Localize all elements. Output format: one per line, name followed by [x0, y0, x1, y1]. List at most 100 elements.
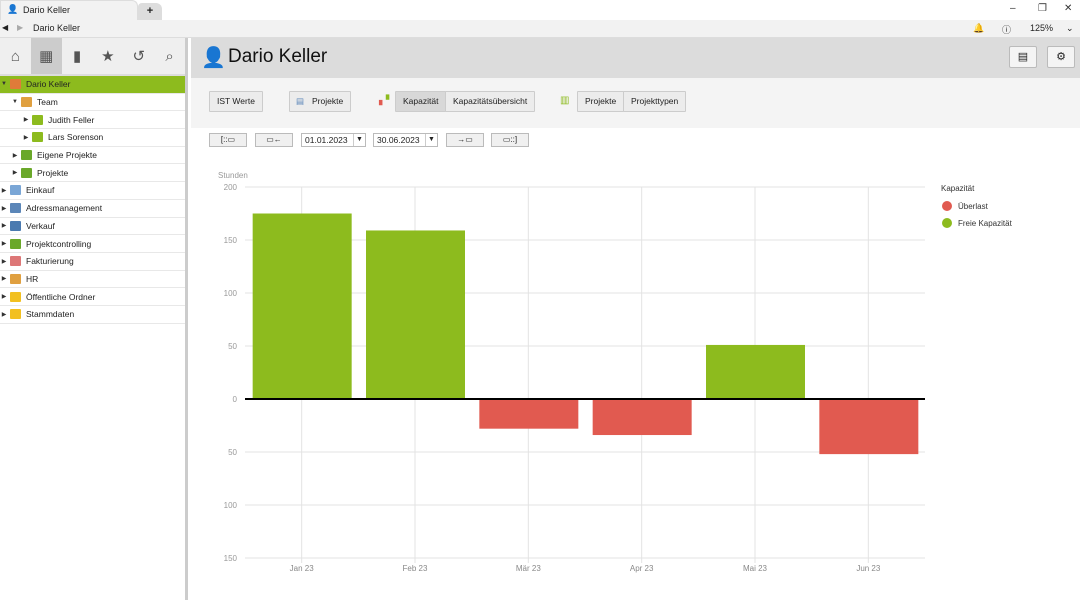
item-icon — [10, 220, 21, 231]
expand-arrow-icon[interactable]: ▶ — [23, 117, 29, 124]
expand-left-button[interactable]: [::▭ — [209, 133, 247, 147]
sidebar-item[interactable]: ▶ Judith Feller — [0, 111, 185, 130]
expand-arrow-icon[interactable]: ▶ — [1, 276, 7, 283]
x-tick-label: Jun 23 — [856, 564, 881, 573]
sidebar-item-label: Judith Feller — [48, 114, 95, 125]
sidebar-item[interactable]: ▶ Verkauf — [0, 218, 185, 236]
page-header: 👤 Dario Keller ▤ ⚙ — [191, 38, 1080, 78]
expand-arrow-icon[interactable]: ▶ — [1, 311, 7, 318]
item-icon — [10, 238, 21, 249]
expand-arrow-icon[interactable]: ▶ — [12, 152, 18, 159]
date-to-select[interactable]: 30.06.2023 ▼ — [373, 133, 438, 147]
new-tab-button[interactable]: + — [138, 3, 162, 20]
person-icon: 👤 — [201, 47, 226, 69]
star-icon[interactable]: ★ — [101, 48, 115, 65]
capacity-chart: Stunden 200 150 100 50 0 50 100 150 Jan 23 Feb 23 M… — [218, 171, 1013, 573]
minimize-icon[interactable]: – — [1010, 3, 1016, 14]
sidebar-item[interactable]: ▶ Adressmanagement — [0, 200, 185, 218]
bar — [592, 399, 692, 436]
sidebar-item-label: Fakturierung — [26, 256, 74, 267]
sidebar-item-label: Stammdaten — [26, 309, 75, 320]
x-tick-label: Mär 23 — [516, 564, 541, 573]
sidebar-item[interactable]: ▶ Lars Sorenson — [0, 129, 185, 147]
toolbar: IST Werte ▤ Projekte ▖▘ Kapazität Kapazit… — [191, 78, 1080, 128]
notes-button[interactable]: ▤ — [1009, 46, 1037, 68]
bell-icon[interactable]: 🔔 — [973, 23, 985, 33]
item-icon — [32, 114, 43, 125]
sidebar-item-label: Team — [37, 97, 58, 108]
legend-label: Freie Kapazität — [958, 219, 1013, 228]
capacity-chart-icon: ▖▘ — [379, 95, 393, 105]
page-title: Dario Keller — [228, 46, 328, 67]
item-icon — [32, 132, 43, 143]
sidebar-item[interactable]: ▶ Projekte — [0, 164, 185, 183]
home-icon[interactable]: ⌂ — [10, 47, 20, 65]
tab-dario-keller[interactable]: 👤 Dario Keller — [0, 0, 138, 20]
projekte-list-button[interactable]: ▤ Projekte — [289, 91, 352, 112]
tab-kapazitaet[interactable]: Kapazität — [395, 91, 447, 112]
y-tick-label: 200 — [224, 183, 238, 192]
sidebar-item[interactable]: ▼ Dario Keller — [0, 76, 185, 94]
nav-bar: ◀ ▶ Dario Keller 🔔 ⓘ 125% ⌄ — [0, 20, 1080, 38]
search-icon[interactable]: ⌕ — [165, 47, 174, 65]
sidebar-item[interactable]: ▶ Stammdaten — [0, 306, 185, 324]
legend-label: Überlast — [958, 202, 989, 211]
history-icon[interactable]: ↺ — [132, 48, 146, 65]
expand-arrow-icon[interactable]: ▼ — [12, 99, 18, 106]
item-icon — [21, 167, 32, 178]
sidebar-item[interactable]: ▶ Fakturierung — [0, 253, 185, 271]
info-icon[interactable]: ⓘ — [1002, 25, 1012, 35]
x-tick-label: Apr 23 — [630, 564, 654, 573]
sidebar-item[interactable]: ▼ Team — [0, 94, 185, 112]
restore-icon[interactable]: ❐ — [1038, 3, 1047, 14]
sidebar-item[interactable]: ▶ Eigene Projekte — [0, 147, 185, 165]
expand-arrow-icon[interactable]: ▶ — [23, 134, 29, 141]
expand-arrow-icon[interactable]: ▶ — [1, 294, 7, 301]
y-tick-label: 150 — [224, 236, 238, 245]
expand-arrow-icon[interactable]: ▶ — [1, 241, 7, 248]
y-tick-label: 50 — [228, 342, 237, 351]
sidebar-item-label: Projekte — [37, 167, 69, 178]
chevron-down-icon[interactable]: ⌄ — [1066, 23, 1074, 33]
zoom-level[interactable]: 125% — [1030, 23, 1054, 33]
sidebar-item[interactable]: ▶ Einkauf — [0, 182, 185, 200]
sidebar-item-label: Einkauf — [26, 185, 55, 196]
shift-left-button[interactable]: ▭← — [255, 133, 293, 147]
expand-right-button[interactable]: ▭::] — [491, 133, 529, 147]
sidebar-item[interactable]: ▶ Öffentliche Ordner — [0, 288, 185, 306]
expand-arrow-icon[interactable]: ▶ — [1, 258, 7, 265]
expand-arrow-icon[interactable]: ▼ — [1, 81, 7, 88]
back-icon[interactable]: ◀ — [2, 23, 9, 32]
forward-icon[interactable]: ▶ — [17, 23, 24, 32]
y-tick-label: 100 — [224, 501, 238, 510]
x-tick-label: Jan 23 — [290, 564, 315, 573]
bar-chart-icon[interactable]: ▮ — [72, 48, 82, 65]
y-tick-label: 0 — [233, 395, 238, 404]
bar — [366, 230, 465, 399]
tab-projekte[interactable]: Projekte — [577, 91, 625, 112]
expand-arrow-icon[interactable]: ▶ — [1, 223, 7, 230]
y-tick-label: 100 — [224, 289, 238, 298]
bar — [252, 213, 352, 399]
breadcrumb[interactable]: Dario Keller — [33, 23, 81, 33]
sidebar-item-label: Eigene Projekte — [37, 150, 98, 161]
expand-arrow-icon[interactable]: ▶ — [1, 205, 7, 212]
expand-arrow-icon[interactable]: ▶ — [12, 170, 18, 177]
tab-kapazitaetsuebersicht[interactable]: Kapazitätsübersicht — [445, 91, 536, 112]
expand-arrow-icon[interactable]: ▶ — [1, 187, 7, 194]
tab-projekttypen[interactable]: Projekttypen — [623, 91, 687, 112]
item-icon — [10, 291, 21, 302]
calendar-icon[interactable]: ▦ — [30, 38, 62, 74]
x-tick-label: Mai 23 — [743, 564, 768, 573]
close-icon[interactable]: ✕ — [1064, 3, 1073, 14]
sidebar-item[interactable]: ▶ Projektcontrolling — [0, 235, 185, 253]
person-icon: 👤 — [7, 4, 19, 14]
navigation-tree: ▼ Dario Keller ▼ Team ▶ Judith Feller ▶ Lars So… — [0, 76, 185, 324]
settings-button[interactable]: ⚙ — [1047, 46, 1075, 68]
legend-marker — [942, 201, 952, 211]
date-from-select[interactable]: 01.01.2023 ▼ — [301, 133, 366, 147]
ist-werte-button[interactable]: IST Werte — [209, 91, 263, 112]
sidebar-item[interactable]: ▶ HR — [0, 271, 185, 289]
title-bar: 👤 Dario Keller + – ❐ ✕ — [0, 0, 1080, 20]
shift-right-button[interactable]: →▭ — [446, 133, 484, 147]
